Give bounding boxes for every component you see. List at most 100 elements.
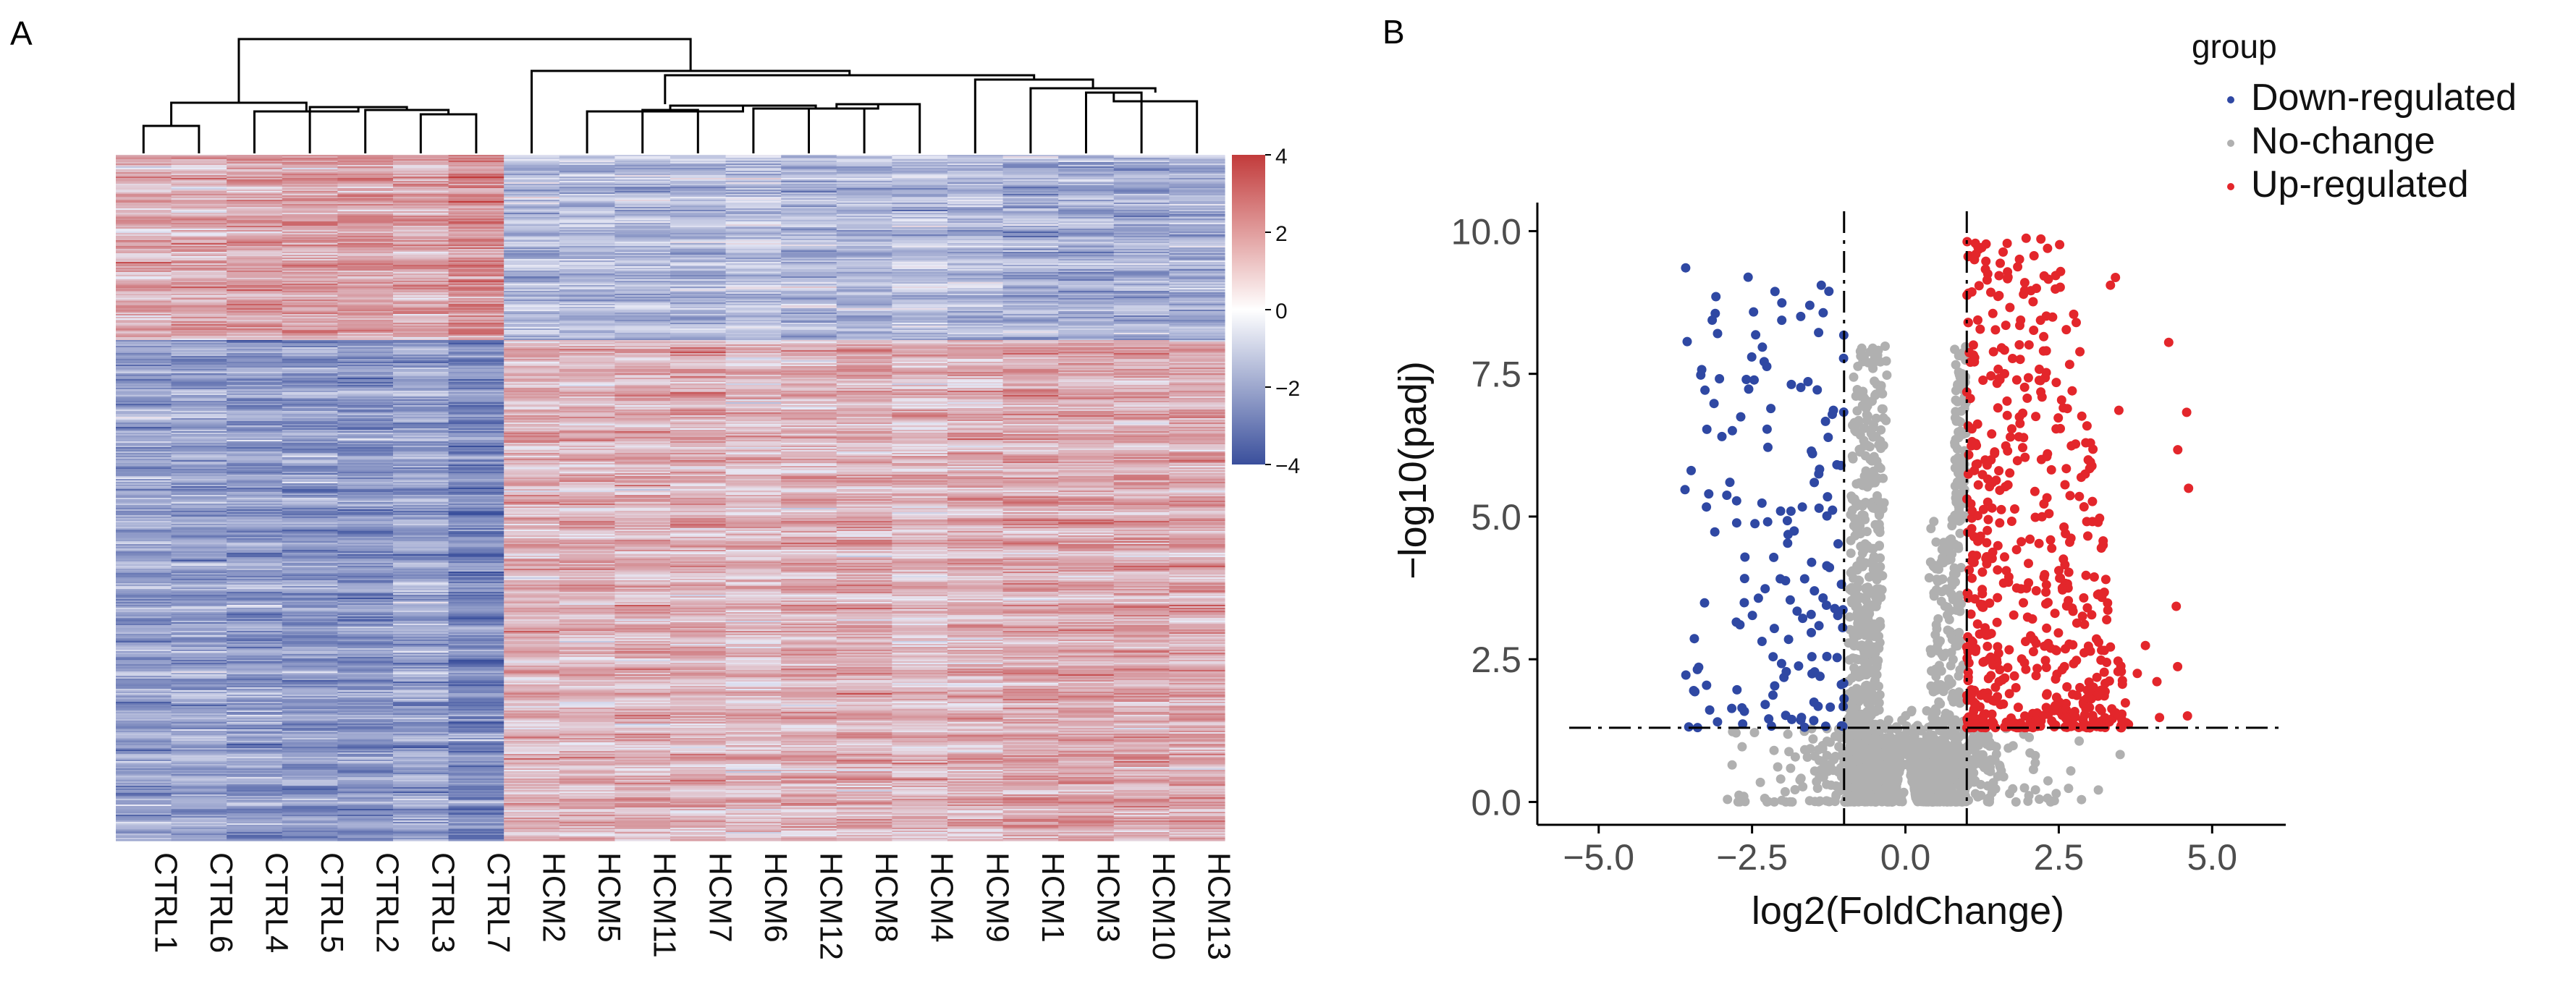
- heatmap-cell: [282, 436, 338, 438]
- heatmap-cell: [448, 651, 504, 653]
- heatmap-cell: [559, 635, 615, 637]
- heatmap-cell: [227, 619, 283, 621]
- heatmap-cell: [393, 660, 449, 662]
- heatmap-cell: [282, 628, 338, 630]
- heatmap-cell: [559, 226, 615, 228]
- heatmap-cell: [393, 182, 449, 184]
- heatmap-cell: [337, 355, 394, 357]
- heatmap-cell: [171, 168, 227, 170]
- heatmap-cell: [171, 182, 227, 184]
- heatmap-cell: [670, 375, 727, 377]
- heatmap-cell: [171, 184, 227, 186]
- heatmap-cell: [337, 635, 394, 637]
- heatmap-cell: [227, 464, 283, 467]
- heatmap-cell: [393, 446, 449, 448]
- heatmap-cell: [282, 179, 338, 182]
- heatmap-cell: [227, 738, 283, 740]
- heatmap-cell: [171, 829, 227, 831]
- heatmap-cell: [393, 498, 449, 500]
- heatmap-cell: [504, 519, 560, 522]
- heatmap-cell: [116, 341, 172, 344]
- heatmap-cell: [670, 213, 727, 215]
- heatmap-cell: [559, 362, 615, 364]
- heatmap-cell: [337, 255, 394, 257]
- heatmap-cell: [337, 612, 394, 614]
- heatmap-cell: [559, 677, 615, 679]
- heatmap-cell: [504, 839, 560, 841]
- heatmap-cell: [393, 203, 449, 205]
- heatmap-cell: [227, 430, 283, 432]
- heatmap-cell: [282, 479, 338, 481]
- heatmap-cell: [615, 457, 671, 459]
- heatmap-cell: [559, 738, 615, 740]
- heatmap-cell: [282, 812, 338, 814]
- heatmap-cell: [227, 226, 283, 228]
- heatmap-cell: [337, 642, 394, 645]
- heatmap-cell: [393, 556, 449, 558]
- heatmap-cell: [337, 664, 394, 666]
- heatmap-cell: [282, 697, 338, 700]
- heatmap-cell: [504, 605, 560, 607]
- heatmap-cell: [559, 686, 615, 688]
- heatmap-cell: [116, 725, 172, 727]
- heatmap-cell: [171, 326, 227, 328]
- heatmap-cell: [171, 739, 227, 742]
- heatmap-cell: [282, 625, 338, 627]
- heatmap-cell: [670, 203, 727, 205]
- heatmap-cell: [559, 211, 615, 213]
- heatmap-cell: [504, 563, 560, 565]
- heatmap-cell: [448, 518, 504, 520]
- heatmap-cell: [227, 204, 283, 206]
- heatmap-cell: [116, 650, 172, 652]
- heatmap-cell: [504, 265, 560, 267]
- heatmap-cell: [116, 812, 172, 814]
- heatmap-cell: [337, 431, 394, 433]
- heatmap-cell: [227, 247, 283, 250]
- heatmap-cell: [393, 621, 449, 623]
- heatmap-cell: [504, 666, 560, 668]
- heatmap-cell: [116, 275, 172, 277]
- heatmap-cell: [615, 726, 671, 729]
- heatmap-cell: [504, 344, 560, 347]
- heatmap-cell: [282, 211, 338, 213]
- heatmap-cell: [282, 650, 338, 652]
- heatmap-cell: [559, 670, 615, 672]
- heatmap-cell: [448, 828, 504, 830]
- heatmap-cell: [615, 263, 671, 266]
- heatmap-cell: [670, 307, 727, 309]
- heatmap-cell: [559, 790, 615, 792]
- heatmap-cell: [448, 587, 504, 590]
- heatmap-cell: [393, 554, 449, 556]
- heatmap-cell: [337, 479, 394, 481]
- heatmap-cell: [282, 495, 338, 497]
- heatmap-cell: [448, 418, 504, 420]
- heatmap-cell: [116, 514, 172, 516]
- heatmap-cell: [615, 330, 671, 332]
- heatmap-cell: [171, 272, 227, 274]
- heatmap-cell: [171, 420, 227, 422]
- heatmap-cell: [227, 200, 283, 202]
- heatmap-cell: [116, 589, 172, 591]
- heatmap-cell: [337, 598, 394, 600]
- heatmap-cell: [116, 388, 172, 390]
- heatmap-cell: [504, 592, 560, 594]
- heatmap-cell: [559, 802, 615, 804]
- heatmap-cell: [504, 515, 560, 517]
- heatmap-cell: [448, 632, 504, 635]
- heatmap-cell: [116, 731, 172, 733]
- heatmap-cell: [448, 287, 504, 289]
- heatmap-cell: [448, 162, 504, 164]
- heatmap-cell: [448, 739, 504, 742]
- heatmap-cell: [448, 243, 504, 245]
- heatmap-cell: [116, 282, 172, 284]
- heatmap-cell: [171, 389, 227, 391]
- heatmap-cell: [227, 586, 283, 588]
- heatmap-cell: [116, 340, 172, 342]
- heatmap-cell: [670, 373, 727, 376]
- heatmap-cell: [670, 386, 727, 389]
- heatmap-cell: [393, 430, 449, 432]
- heatmap-cell: [393, 479, 449, 481]
- heatmap-cell: [337, 602, 394, 604]
- heatmap-cell: [448, 427, 504, 429]
- heatmap-cell: [227, 372, 283, 374]
